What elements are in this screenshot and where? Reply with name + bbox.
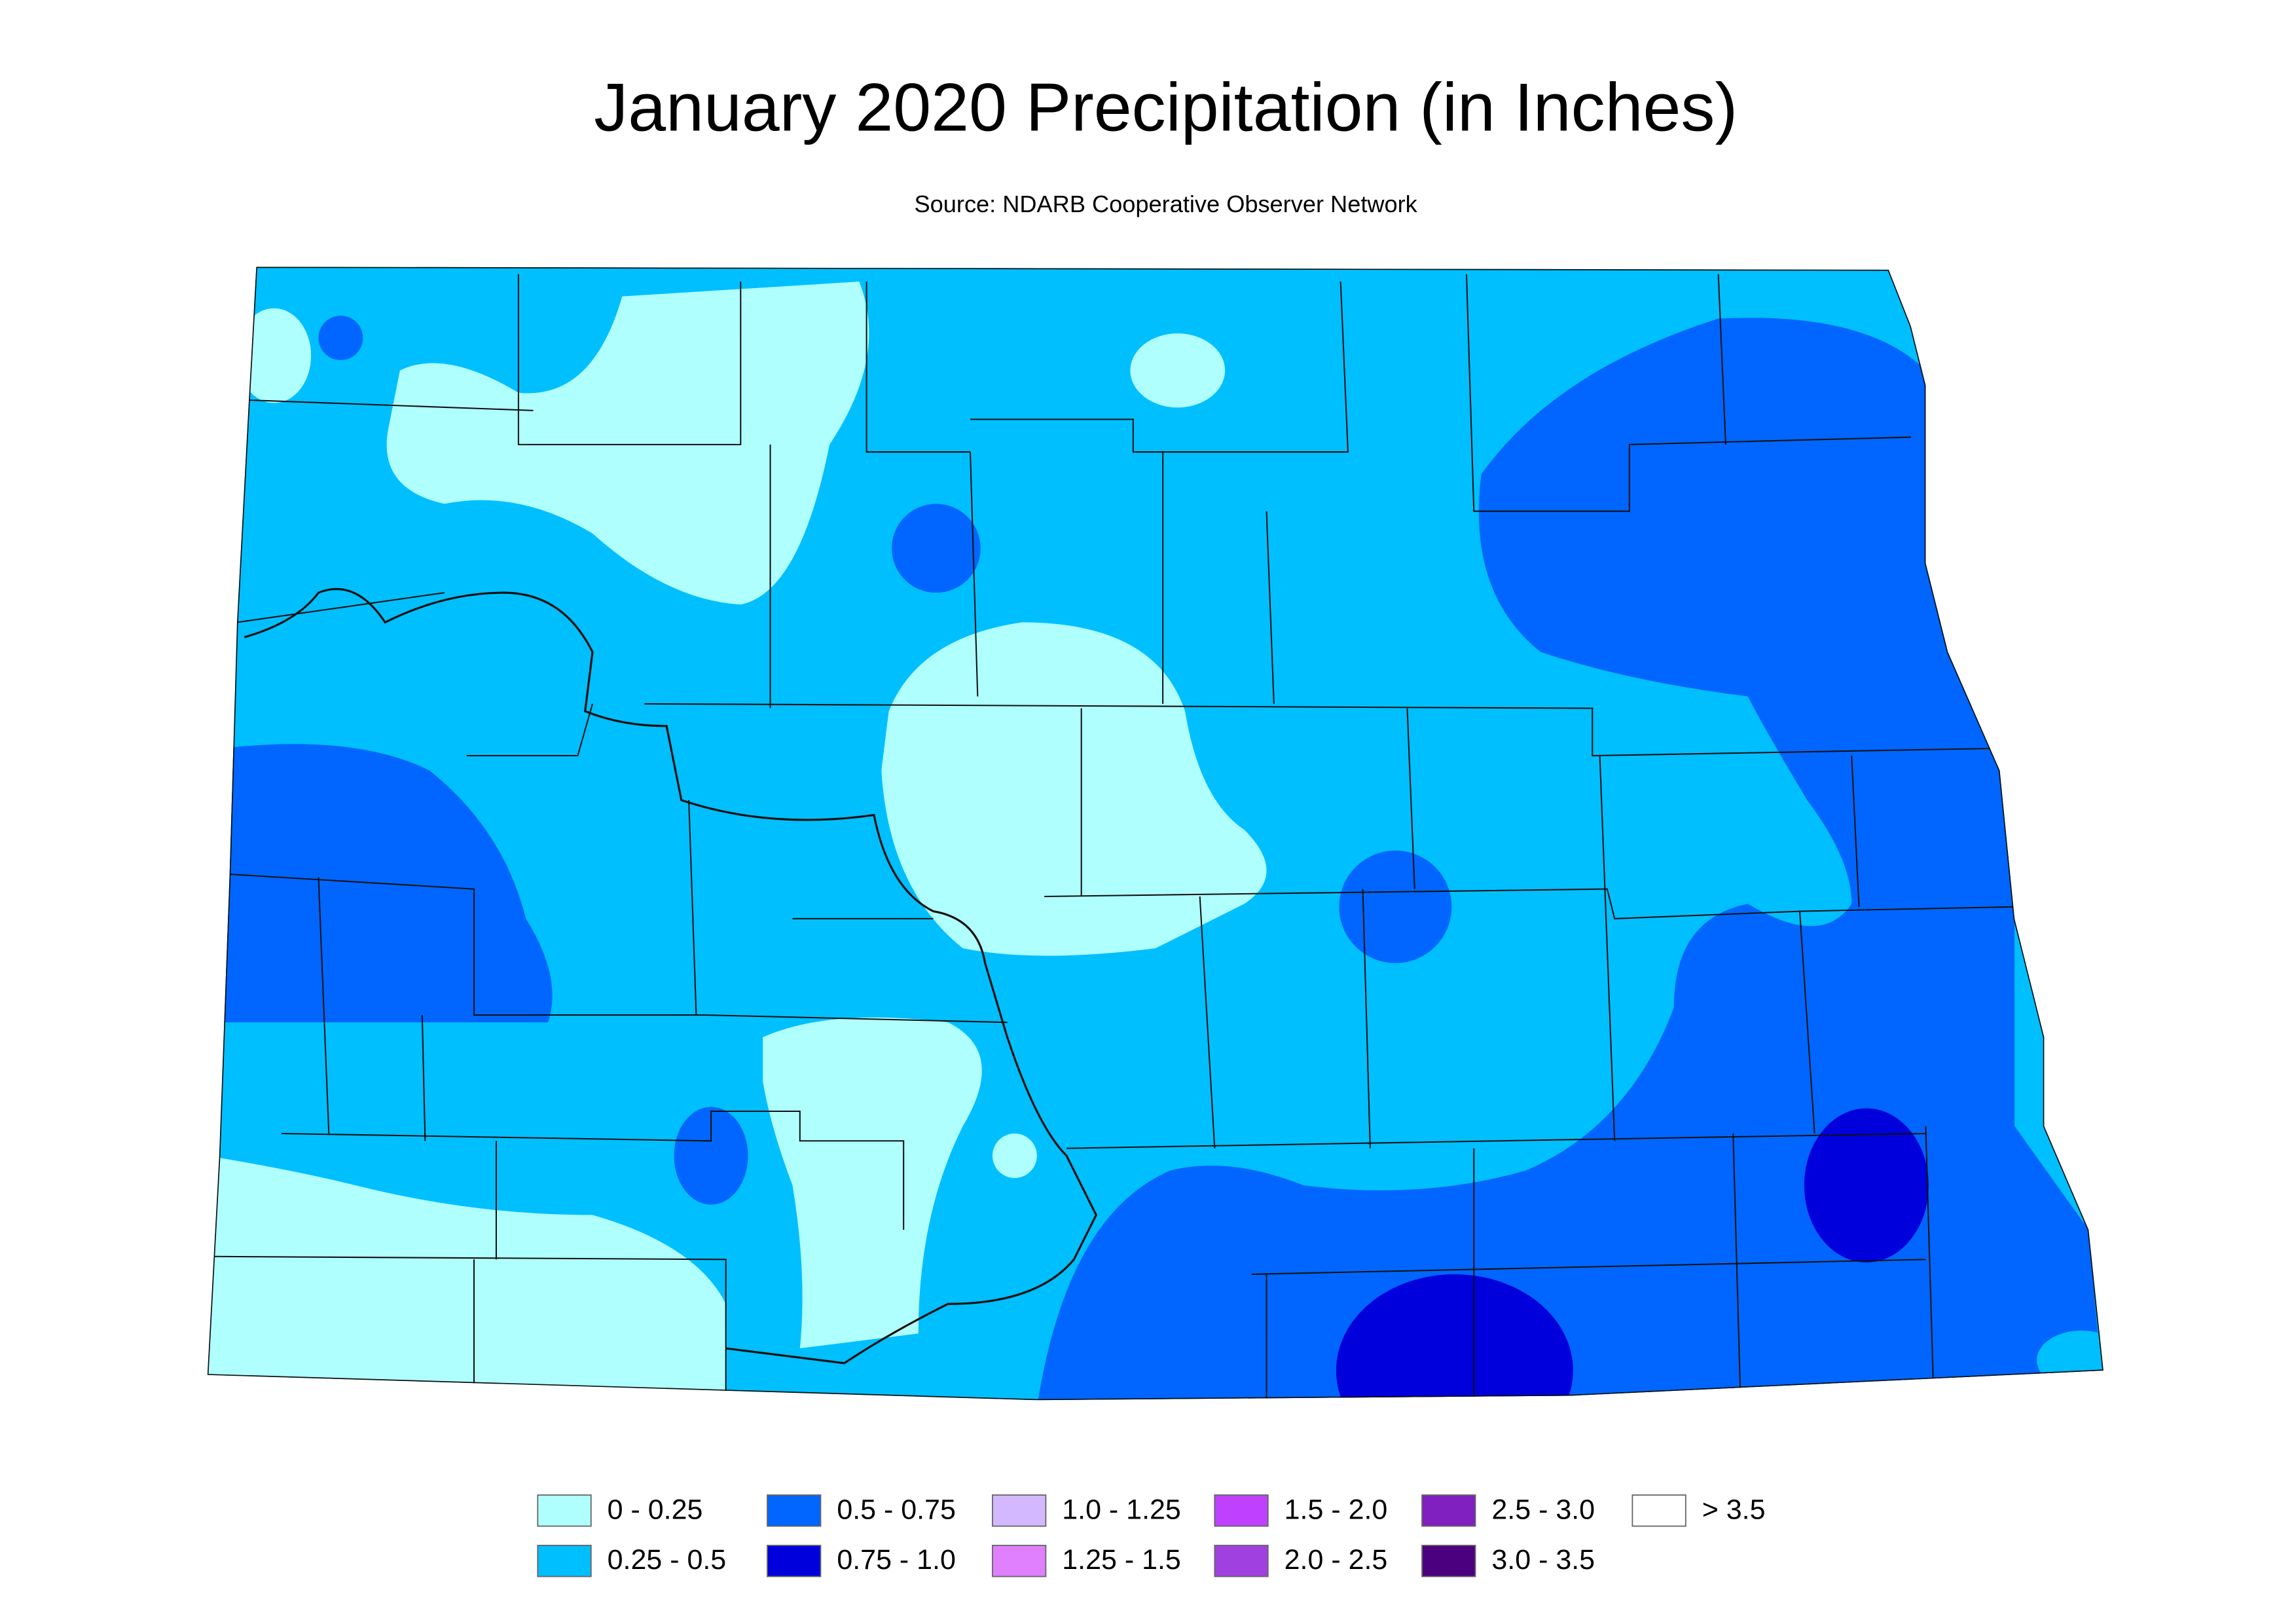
state-outline: [207, 267, 2104, 1401]
legend-swatch: [1421, 1545, 1476, 1578]
legend-label: 0 - 0.25: [608, 1494, 703, 1525]
legend-label: 2.0 - 2.5: [1285, 1544, 1388, 1576]
legend-swatch: [1214, 1494, 1269, 1527]
legend-label: 0.75 - 1.0: [837, 1544, 956, 1576]
legend-label: 2.5 - 3.0: [1491, 1494, 1595, 1525]
legend-label: 1.5 - 2.0: [1285, 1494, 1388, 1525]
subtitle: Source: NDARB Cooperative Observer Netwo…: [915, 191, 1418, 217]
legend-swatch: [1214, 1545, 1269, 1578]
legend-label: 1.0 - 1.25: [1062, 1494, 1181, 1525]
legend-swatch: [992, 1545, 1047, 1578]
legend-label: 0.25 - 0.5: [608, 1544, 727, 1576]
zones-dark: [1336, 1108, 1929, 1401]
precip-map: [207, 267, 2104, 1401]
legend-swatch: [767, 1545, 822, 1578]
legend-swatch: [767, 1494, 822, 1527]
title: January 2020 Precipitation (in Inches): [594, 70, 1738, 146]
zone: [2037, 1330, 2104, 1390]
legend-label: 0.5 - 0.75: [837, 1494, 956, 1525]
legend-swatch: [1421, 1494, 1476, 1527]
legend-swatch: [537, 1494, 592, 1527]
legend-label: 1.25 - 1.5: [1062, 1544, 1181, 1576]
county-lines: [215, 274, 2015, 1401]
legend-label: > 3.5: [1702, 1494, 1766, 1525]
legend-swatch: [537, 1545, 592, 1578]
legend-swatch: [992, 1494, 1047, 1527]
legend-label: 3.0 - 3.5: [1491, 1544, 1595, 1576]
legend: 0 - 0.25 0.25 - 0.5 0.5 - 0.75 0.75 - 1.0 1.…: [537, 1494, 1766, 1578]
legend-swatch: [1631, 1494, 1686, 1527]
